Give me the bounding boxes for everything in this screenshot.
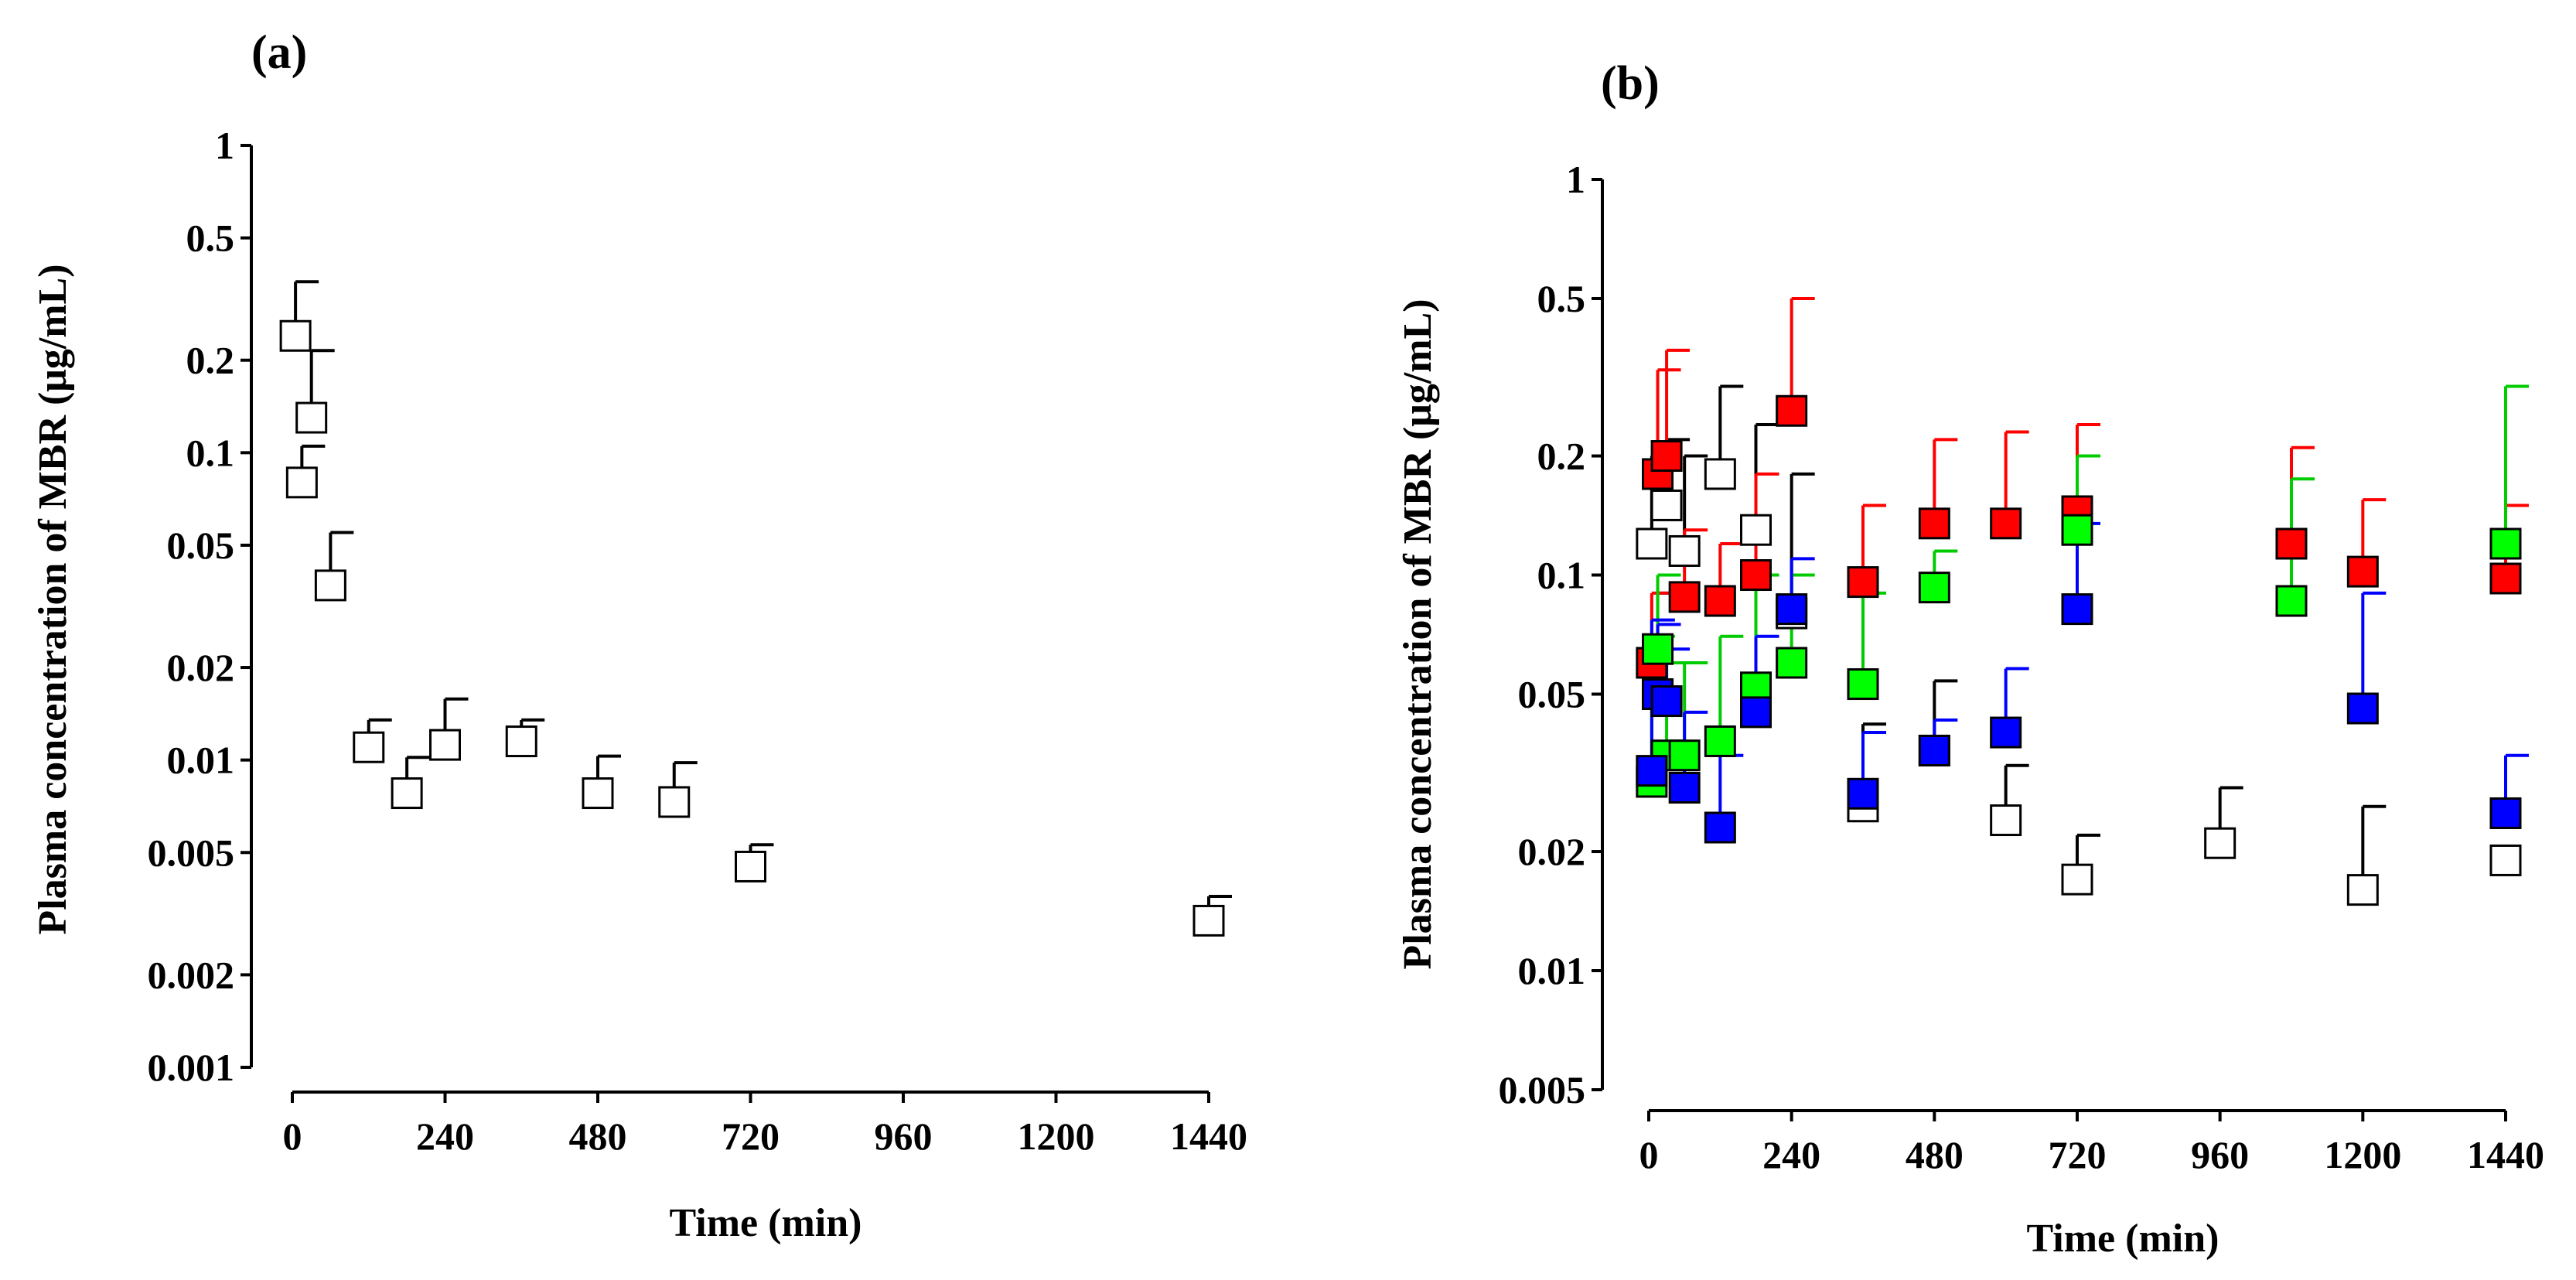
data-point-MBR bbox=[1192, 904, 1225, 937]
y-tick-label: 0.01 bbox=[167, 739, 235, 782]
panel-b-x-axis-title: Time (min) bbox=[2027, 1217, 2219, 1261]
y-tick-label: 0.01 bbox=[1518, 949, 1586, 992]
data-point-green bbox=[1918, 572, 1950, 604]
data-point-blue bbox=[2489, 797, 2522, 829]
y-tick-label: 0.05 bbox=[1518, 672, 1586, 715]
y-tick-label: 0.002 bbox=[148, 953, 235, 996]
y-tick-label: 0.02 bbox=[167, 646, 235, 689]
panel-b-data-layer bbox=[1636, 296, 2529, 906]
data-point-red bbox=[2346, 555, 2379, 588]
data-point-blue bbox=[1650, 685, 1683, 718]
data-point-MBR bbox=[295, 401, 328, 434]
x-tick-label: 1440 bbox=[2467, 1133, 2544, 1176]
data-point-blue bbox=[1847, 777, 1879, 810]
x-tick-label: 0 bbox=[1639, 1133, 1659, 1176]
data-point-green bbox=[1704, 725, 1736, 757]
data-point-blue bbox=[1990, 716, 2022, 749]
x-tick-label: 1200 bbox=[1018, 1114, 1095, 1158]
x-tick-label: 720 bbox=[722, 1114, 780, 1158]
panel-a-y-axis-title: Plasma concentration of MBR (μg/mL) bbox=[31, 264, 75, 934]
data-point-green bbox=[1847, 668, 1879, 701]
data-point-MBR bbox=[582, 777, 614, 810]
y-tick-label: 0.005 bbox=[1499, 1068, 1586, 1111]
x-tick-label: 240 bbox=[416, 1114, 474, 1158]
data-point-white bbox=[1740, 514, 1772, 546]
data-point-white bbox=[1650, 489, 1683, 521]
y-tick-label: 0.1 bbox=[186, 431, 235, 474]
data-point-blue bbox=[2346, 692, 2379, 725]
data-point-white bbox=[2346, 874, 2379, 906]
panel-a-x-axis-title: Time (min) bbox=[670, 1201, 862, 1245]
x-tick-label: 720 bbox=[2049, 1133, 2107, 1176]
data-point-red bbox=[1990, 507, 2022, 540]
x-tick-label: 960 bbox=[2191, 1133, 2249, 1176]
data-point-MBR bbox=[353, 731, 385, 763]
data-point-blue bbox=[1704, 811, 1736, 844]
data-point-MBR bbox=[735, 850, 766, 882]
data-point-green bbox=[1776, 647, 1808, 679]
panel-b-y-axis-title: Plasma concentration of MBR (μg/mL) bbox=[1396, 299, 1440, 969]
panel-a-grid-layer: 1 0.5 0.2 0.1 0.05 0.02 0.01 0.005 0.002 0.001 0 24… bbox=[148, 124, 1248, 1158]
y-tick-label: 0.5 bbox=[186, 217, 235, 260]
data-point-blue bbox=[1740, 696, 1772, 729]
data-point-MBR bbox=[314, 569, 346, 602]
y-tick-label: 0.2 bbox=[186, 339, 235, 382]
data-point-red bbox=[1847, 566, 1879, 599]
data-point-red bbox=[2275, 527, 2308, 560]
y-tick-label: 0.5 bbox=[1537, 277, 1586, 320]
x-tick-label: 0 bbox=[283, 1114, 302, 1158]
data-point-red bbox=[1740, 559, 1772, 592]
panel-b-grid-layer: 1 0.5 0.2 0.1 0.05 0.02 0.01 0.005 0 240 480 720 960… bbox=[1499, 158, 2545, 1176]
data-point-white bbox=[1990, 804, 2022, 837]
data-point-red bbox=[1776, 394, 1808, 427]
data-point-MBR bbox=[279, 319, 312, 352]
data-point-white bbox=[2204, 827, 2237, 859]
data-point-MBR bbox=[658, 786, 691, 818]
panel-a-label: (a) bbox=[251, 26, 307, 79]
data-point-red bbox=[1704, 585, 1736, 617]
data-point-blue bbox=[1668, 771, 1701, 804]
data-point-green bbox=[1642, 633, 1674, 665]
y-tick-label: 0.005 bbox=[148, 831, 235, 874]
data-point-red bbox=[1650, 440, 1683, 473]
x-tick-label: 1440 bbox=[1170, 1114, 1247, 1158]
data-point-white bbox=[2061, 863, 2093, 896]
y-tick-label: 0.2 bbox=[1537, 435, 1586, 478]
data-point-red bbox=[2489, 562, 2522, 595]
data-point-green bbox=[2489, 527, 2522, 560]
panel-b-label: (b) bbox=[1601, 57, 1660, 110]
panel-a-data-layer bbox=[279, 280, 1232, 937]
data-point-white bbox=[2489, 844, 2522, 876]
y-tick-label: 0.05 bbox=[167, 524, 235, 567]
data-point-green bbox=[2275, 585, 2308, 617]
panel-b-chart: (b) 1 0.5 0.2 0.1 0.05 0.02 0.01 0.005 0 240 480 72… bbox=[1396, 57, 2544, 1261]
x-tick-label: 480 bbox=[569, 1114, 627, 1158]
y-tick-label: 1 bbox=[1566, 158, 1585, 201]
data-point-MBR bbox=[391, 777, 423, 810]
panel-a-chart: (a) 1 0.5 0.2 0.1 0.05 0.02 0.01 0.005 0.002 0.00… bbox=[31, 26, 1247, 1245]
data-point-MBR bbox=[285, 466, 318, 499]
x-tick-label: 1200 bbox=[2324, 1133, 2401, 1176]
data-point-white bbox=[1636, 527, 1668, 560]
data-point-red bbox=[1668, 581, 1701, 613]
x-tick-label: 480 bbox=[1906, 1133, 1964, 1176]
y-tick-label: 0.001 bbox=[148, 1046, 235, 1089]
y-tick-label: 1 bbox=[215, 124, 234, 167]
x-tick-label: 240 bbox=[1762, 1133, 1820, 1176]
data-point-red bbox=[1918, 507, 1950, 540]
data-point-blue bbox=[1918, 734, 1950, 766]
data-point-white bbox=[1668, 534, 1701, 567]
x-tick-label: 960 bbox=[875, 1114, 933, 1158]
data-point-green bbox=[1668, 739, 1701, 772]
data-point-green bbox=[2061, 514, 2093, 546]
data-point-blue bbox=[1636, 755, 1668, 787]
y-tick-label: 0.02 bbox=[1518, 830, 1586, 873]
data-point-MBR bbox=[429, 729, 461, 761]
data-point-white bbox=[1704, 458, 1736, 490]
data-point-blue bbox=[2061, 593, 2093, 626]
data-point-MBR bbox=[505, 725, 537, 758]
y-tick-label: 0.1 bbox=[1537, 554, 1586, 597]
data-point-blue bbox=[1776, 593, 1808, 626]
